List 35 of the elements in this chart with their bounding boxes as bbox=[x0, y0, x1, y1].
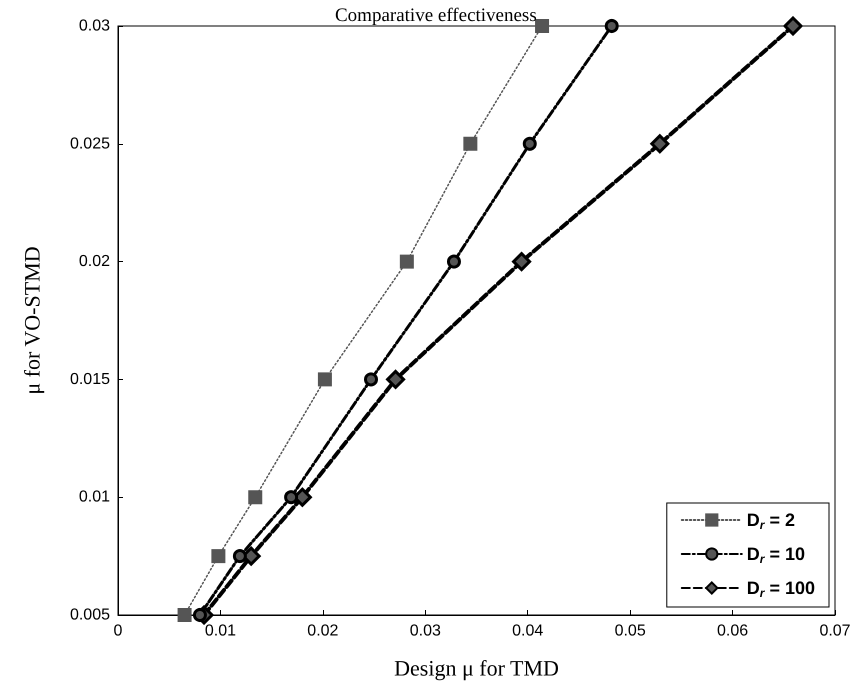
point bbox=[178, 608, 192, 622]
y-tick-label: 0.01 bbox=[78, 488, 110, 506]
point bbox=[522, 136, 537, 151]
point bbox=[400, 254, 414, 269]
point bbox=[604, 19, 619, 33]
point bbox=[650, 134, 670, 154]
chart-title: Comparative effectiveness bbox=[335, 5, 537, 26]
x-tick-label: 0.05 bbox=[614, 622, 646, 640]
point bbox=[535, 19, 550, 33]
y-tick-label: 0.03 bbox=[78, 18, 110, 34]
point bbox=[784, 16, 803, 36]
x-tick-label: 0.07 bbox=[819, 622, 851, 640]
point bbox=[318, 372, 332, 386]
y-tick-label: 0.025 bbox=[70, 135, 110, 152]
x-tick-label: 0.02 bbox=[307, 622, 339, 640]
point bbox=[512, 252, 532, 272]
point bbox=[211, 549, 226, 564]
x-axis-title: Design μ for TMD bbox=[394, 656, 559, 680]
point bbox=[232, 549, 247, 564]
point bbox=[364, 372, 378, 386]
x-tick-label: 0 bbox=[114, 622, 123, 640]
point bbox=[446, 254, 461, 269]
point bbox=[192, 608, 207, 622]
x-tick-label: 0.01 bbox=[204, 622, 236, 640]
point bbox=[284, 490, 298, 504]
y-tick-label: 0.015 bbox=[70, 370, 110, 388]
y-tick-label: 0.005 bbox=[70, 606, 110, 624]
x-tick-label: 0.03 bbox=[410, 622, 441, 640]
y-axis-title: μ for VO-STMD bbox=[20, 246, 44, 395]
x-tick-label: 0.06 bbox=[717, 622, 748, 640]
point bbox=[386, 370, 406, 389]
point bbox=[248, 490, 262, 504]
point bbox=[463, 136, 478, 151]
x-tick-label: 0.04 bbox=[512, 622, 544, 640]
y-tick-label: 0.02 bbox=[78, 253, 110, 270]
